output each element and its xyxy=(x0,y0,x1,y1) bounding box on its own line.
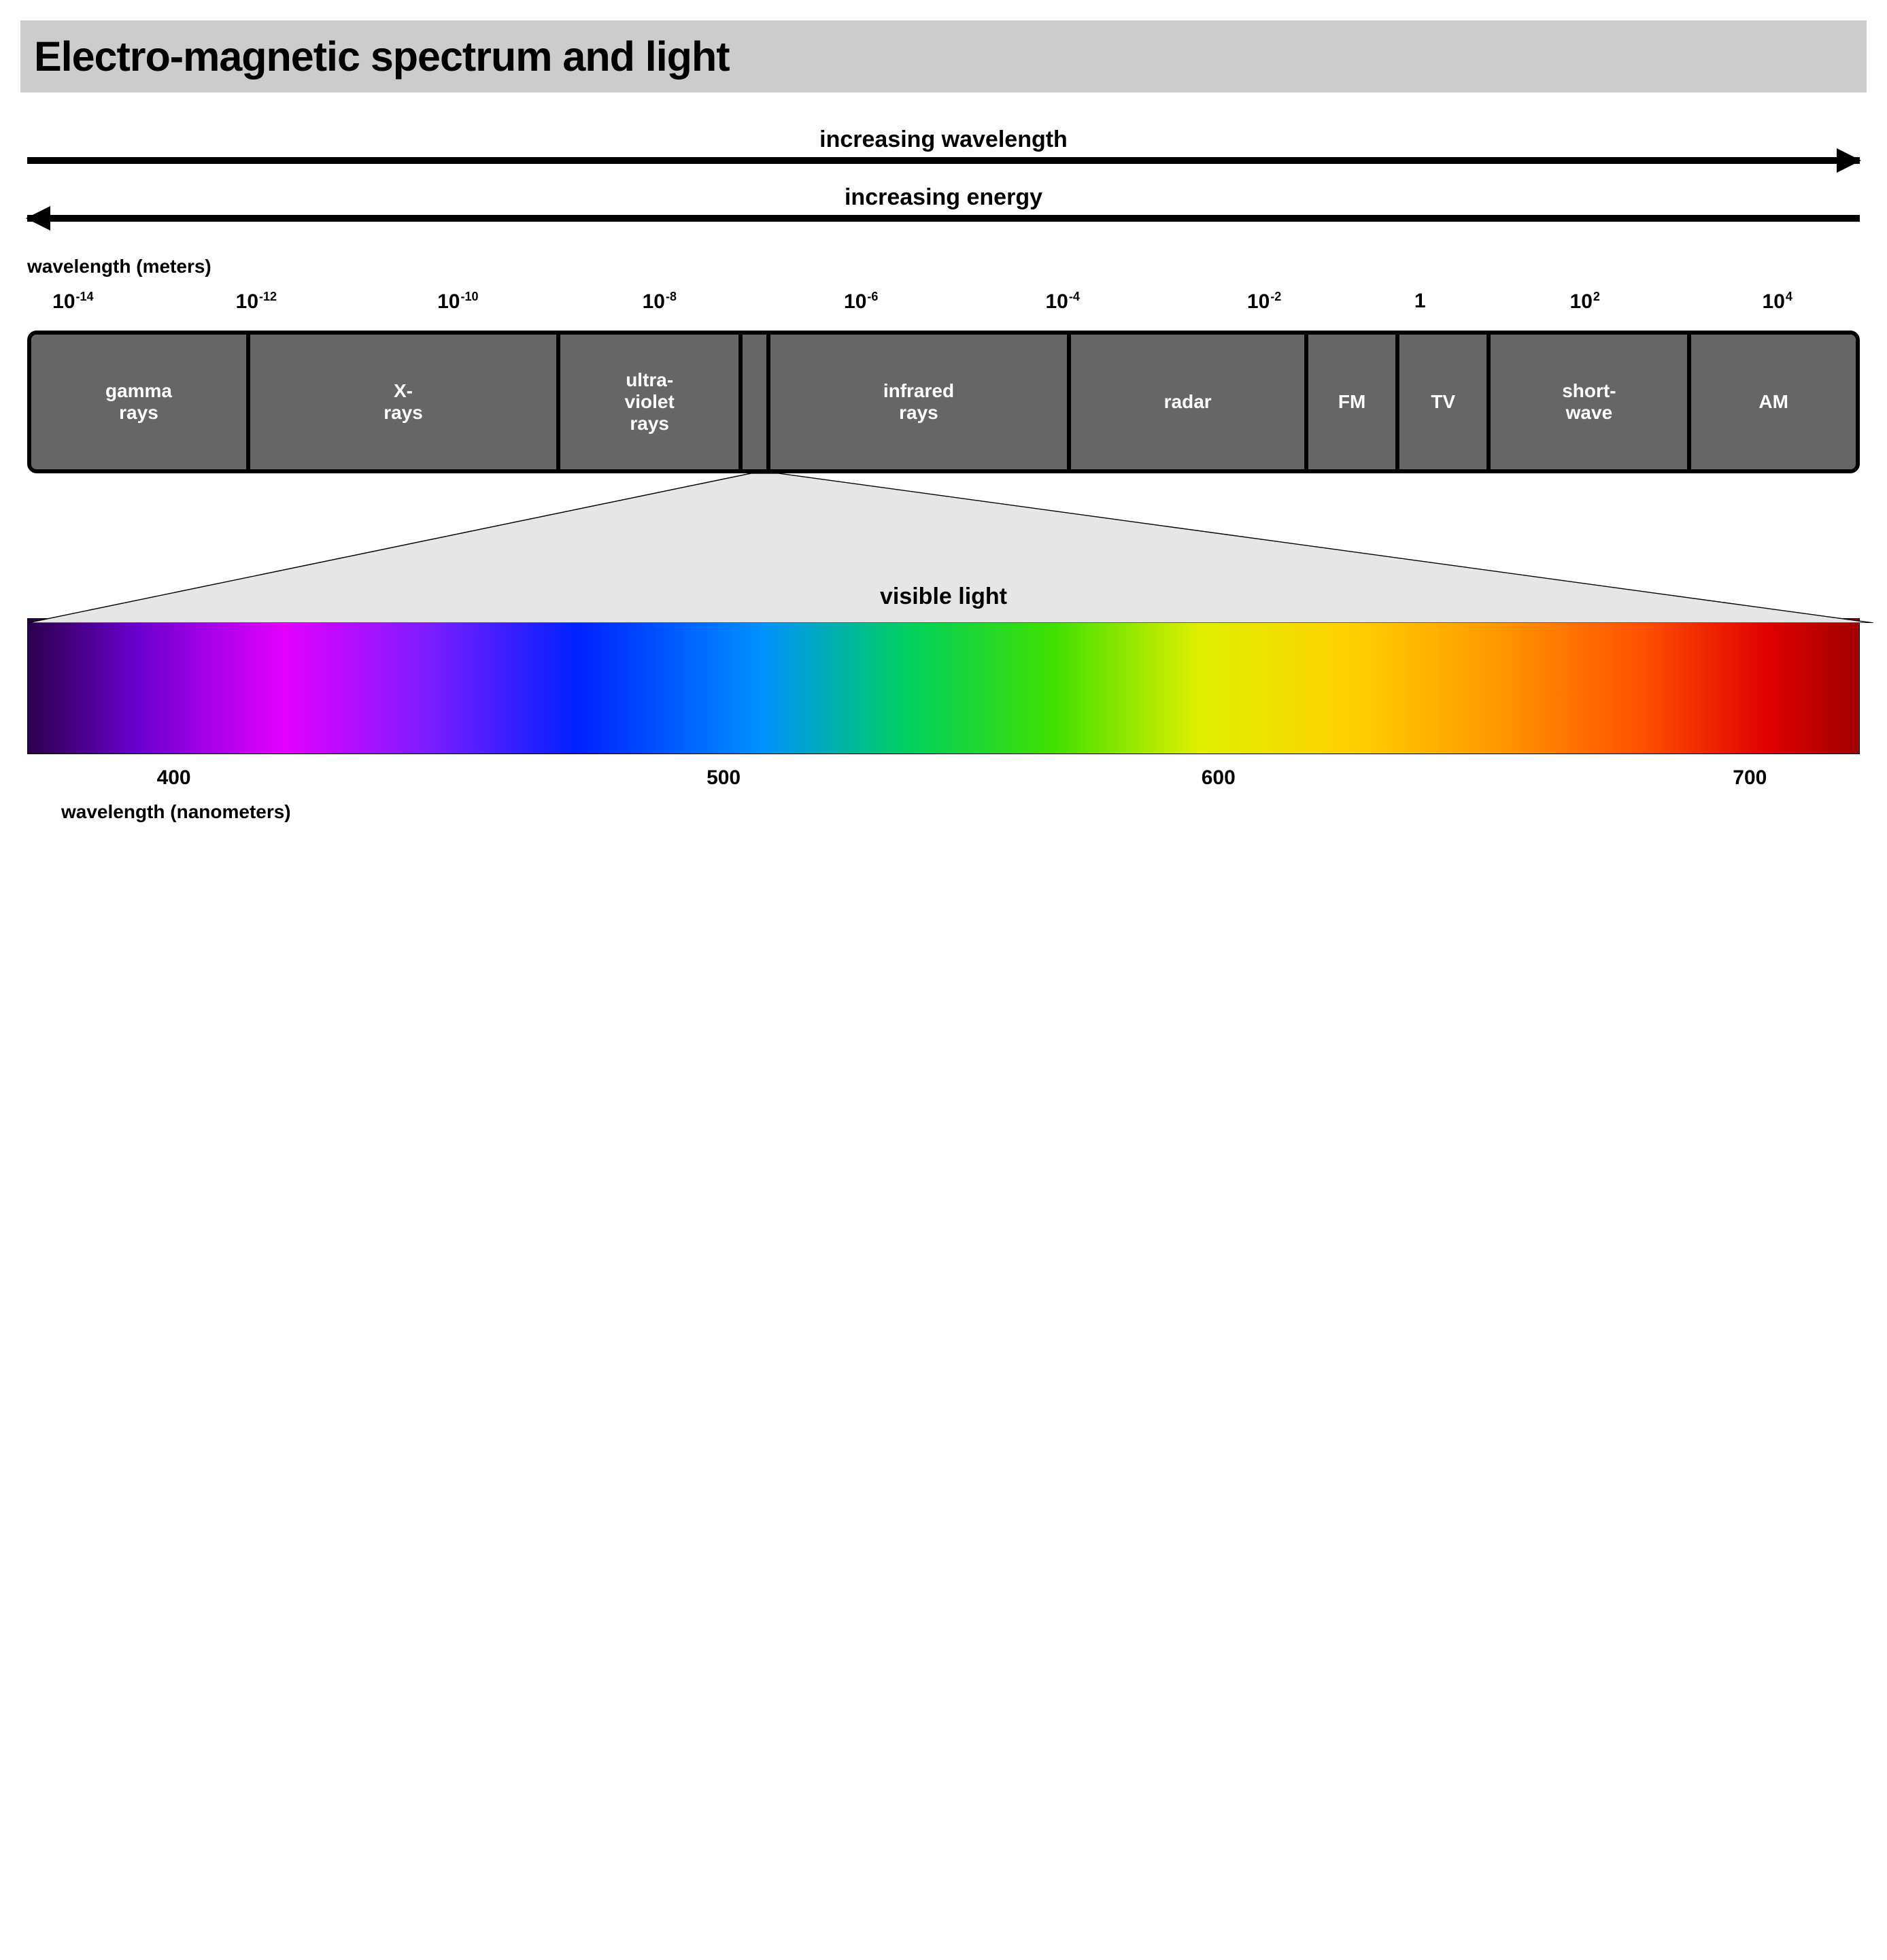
wavelength-tick: 10-8 xyxy=(643,290,677,314)
energy-arrow-label: increasing energy xyxy=(27,184,1860,211)
visible-light-slot xyxy=(743,335,770,469)
energy-arrow-line xyxy=(27,215,1860,222)
wavelength-tick: 1 xyxy=(1414,290,1426,313)
wavelength-tick: 10-14 xyxy=(52,290,93,314)
spectrum-band: infraredrays xyxy=(770,335,1072,469)
page-title: Electro-magnetic spectrum and light xyxy=(34,33,1853,80)
direction-arrows: increasing wavelength increasing energy xyxy=(27,126,1860,222)
energy-arrow-row: increasing energy xyxy=(27,184,1860,222)
spectrum-band: FM xyxy=(1308,335,1399,469)
nm-tick: 400 xyxy=(157,766,191,790)
nm-tick: 600 xyxy=(1202,766,1236,790)
arrow-head-left-icon xyxy=(26,206,50,231)
spectrum-band: TV xyxy=(1399,335,1491,469)
spectrum-bands-bar: gammaraysX-raysultra-violetraysinfraredr… xyxy=(27,331,1860,473)
title-bar: Electro-magnetic spectrum and light xyxy=(20,20,1867,92)
wavelength-tick: 10-12 xyxy=(236,290,277,314)
visible-spectrum-bar xyxy=(27,618,1860,754)
spectrum-band: ultra-violetrays xyxy=(560,335,743,469)
wavelength-tick: 10-2 xyxy=(1247,290,1281,314)
visible-light-label: visible light xyxy=(20,584,1867,610)
wavelength-tick: 104 xyxy=(1763,290,1792,314)
spectrum-band: short-wave xyxy=(1491,335,1691,469)
wavelength-arrow-line xyxy=(27,157,1860,164)
spectrum-band: X-rays xyxy=(250,335,560,469)
wavelength-tick: 102 xyxy=(1570,290,1600,314)
wavelength-arrow-row: increasing wavelength xyxy=(27,126,1860,164)
spectrum-band: radar xyxy=(1071,335,1308,469)
wavelength-tick: 10-4 xyxy=(1045,290,1079,314)
wavelength-axis-label: wavelength (meters) xyxy=(27,256,1860,277)
wavelength-arrow-label: increasing wavelength xyxy=(27,126,1860,153)
nm-tick: 500 xyxy=(707,766,741,790)
wavelength-tick: 10-6 xyxy=(844,290,878,314)
nm-ticks: 400 500 600 700 xyxy=(27,766,1860,797)
nm-tick: 700 xyxy=(1733,766,1767,790)
wavelength-ticks: 10-14 10-12 10-10 10-8 10-6 10-4 10-2 1 102 104 xyxy=(27,290,1860,324)
arrow-head-right-icon xyxy=(1837,148,1861,173)
spectrum-band: gammarays xyxy=(31,335,250,469)
wavelength-tick: 10-10 xyxy=(437,290,478,314)
nm-axis-label: wavelength (nanometers) xyxy=(61,801,1860,823)
spectrum-band: AM xyxy=(1691,335,1855,469)
